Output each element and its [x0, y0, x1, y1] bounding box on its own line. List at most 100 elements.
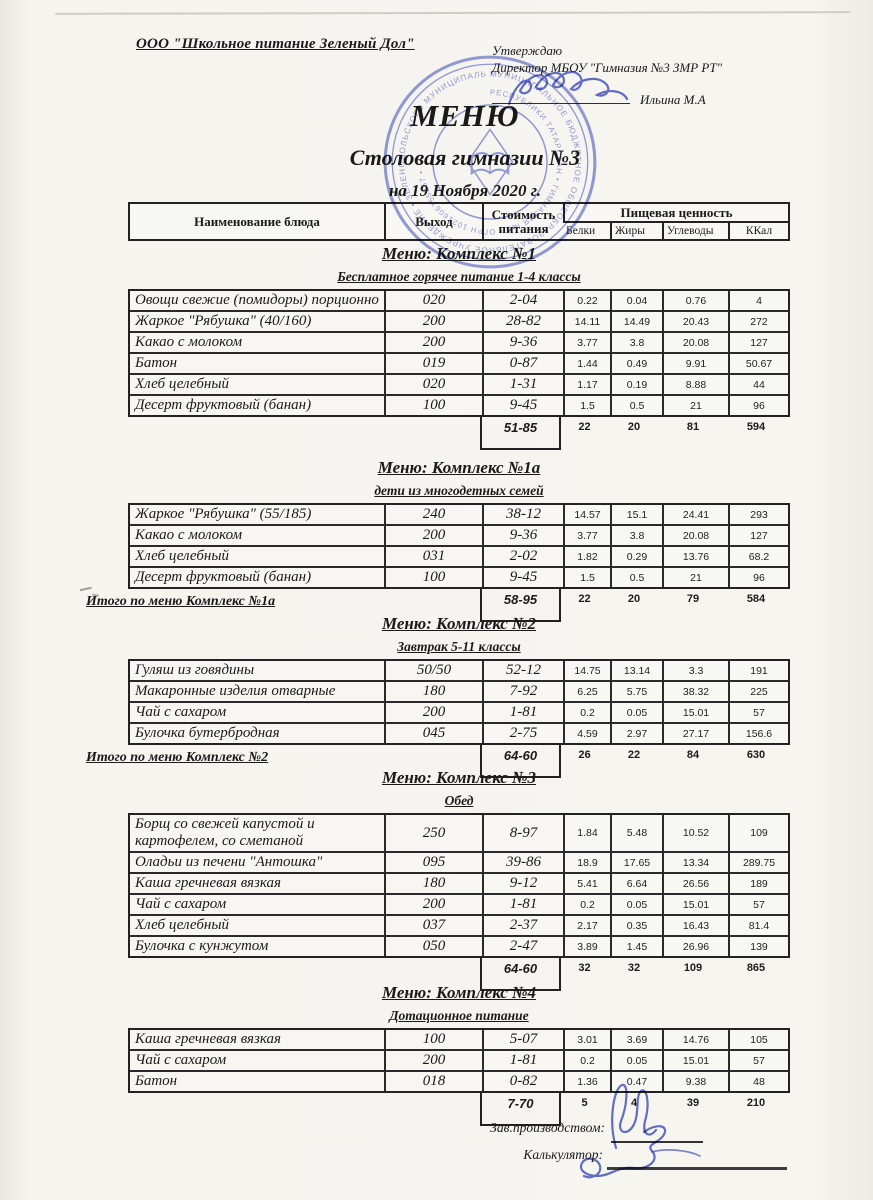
director-line: Директор МБОУ "Гимназия №3 ЗМР РТ" — [492, 60, 723, 75]
table-row: Какао с молоком 200 9-36 3.77 3.8 20.08 … — [130, 331, 788, 352]
column-header-output: Выход — [384, 204, 482, 239]
fat-cell: 15.1 — [610, 505, 662, 524]
section-title: Меню: Комплекс №2 — [381, 614, 537, 633]
portion-cell: 240 — [384, 505, 482, 524]
portion-cell: 200 — [384, 333, 482, 352]
kcal-cell: 127 — [728, 526, 788, 545]
portion-cell: 019 — [384, 354, 482, 373]
kcal-cell: 48 — [728, 1072, 788, 1091]
fat-cell: 0.04 — [610, 291, 662, 310]
protein-cell: 3.89 — [563, 937, 610, 956]
signature-line — [492, 90, 630, 104]
portion-cell: 018 — [384, 1072, 482, 1091]
fat-cell: 0.49 — [610, 354, 662, 373]
totals-spacer — [382, 417, 480, 450]
menu-table: Каша гречневая вязкая 100 5-07 3.01 3.69… — [128, 1028, 790, 1093]
fat-cell: 6.64 — [610, 874, 662, 893]
portion-cell: 100 — [384, 568, 482, 587]
cost-cell: 52-12 — [482, 661, 563, 680]
total-cost-box: 7-70 — [480, 1093, 561, 1126]
kcal-cell: 68.2 — [728, 547, 788, 566]
carbs-cell: 13.76 — [662, 547, 728, 566]
portion-cell: 50/50 — [384, 661, 482, 680]
total-fat: 32 — [627, 962, 641, 974]
production-manager-label: Зав.производством: — [490, 1120, 605, 1135]
cost-cell: 2-02 — [482, 547, 563, 566]
cost-cell: 1-81 — [482, 703, 563, 722]
totals-row: Итого по меню Комплекс №1а 58-95 22 20 7… — [86, 589, 790, 622]
dish-name-cell: Жаркое "Рябушка" (40/160) — [135, 313, 312, 329]
portion-cell: 020 — [384, 291, 482, 310]
dish-name-cell: Хлеб целебный — [135, 548, 230, 564]
table-row: Каша гречневая вязкая 180 9-12 5.41 6.64… — [130, 872, 788, 893]
table-row: Десерт фруктовый (банан) 100 9-45 1.5 0.… — [130, 394, 788, 415]
fat-cell: 0.5 — [610, 396, 662, 415]
kcal-cell: 139 — [728, 937, 788, 956]
kcal-cell: 57 — [728, 895, 788, 914]
portion-cell: 100 — [384, 1030, 482, 1049]
table-row: Булочка с кунжутом 050 2-47 3.89 1.45 26… — [130, 935, 788, 956]
table-row: Батон 018 0-82 1.36 0.47 9.38 48 — [130, 1070, 788, 1091]
total-fat: 22 — [627, 749, 641, 761]
section-subtitle: Дотационное питание — [389, 1008, 529, 1023]
kcal-cell: 289.75 — [728, 853, 788, 872]
kcal-cell: 44 — [728, 375, 788, 394]
kcal-cell: 96 — [728, 568, 788, 587]
menu-date: на 19 Ноября 2020 г. — [388, 181, 541, 200]
kcal-cell: 293 — [728, 505, 788, 524]
dish-name-cell: Какао с молоком — [135, 334, 243, 350]
dish-name-cell: Каша гречневая вязкая — [135, 875, 281, 891]
portion-cell: 200 — [384, 1051, 482, 1070]
carbs-cell: 15.01 — [662, 1051, 728, 1070]
cost-cell: 7-92 — [482, 682, 563, 701]
section-title: Меню: Комплекс №1 — [381, 244, 537, 263]
portion-cell: 180 — [384, 682, 482, 701]
table-row: Чай с сахаром 200 1-81 0.2 0.05 15.01 57 — [130, 1049, 788, 1070]
protein-cell: 14.75 — [563, 661, 610, 680]
protein-cell: 5.41 — [563, 874, 610, 893]
menu-table: Борщ со свежей капустой и картофелем, со… — [128, 813, 790, 958]
protein-cell: 0.2 — [563, 1051, 610, 1070]
table-row: Хлеб целебный 031 2-02 1.82 0.29 13.76 6… — [130, 545, 788, 566]
total-kcal: 865 — [746, 962, 766, 974]
total-label: Итого по меню Комплекс №1а — [86, 594, 276, 609]
kcal-cell: 272 — [728, 312, 788, 331]
director-signature — [507, 71, 629, 106]
carbs-cell: 38.32 — [662, 682, 728, 701]
total-label — [86, 1093, 382, 1126]
carbs-cell: 13.34 — [662, 853, 728, 872]
carbs-cell: 8.88 — [662, 375, 728, 394]
cost-cell: 5-07 — [482, 1030, 563, 1049]
stamp-book-emblem — [466, 128, 514, 196]
protein-cell: 1.82 — [563, 547, 610, 566]
carbs-cell: 24.41 — [662, 505, 728, 524]
dish-name-cell: Хлеб целебный — [135, 917, 230, 933]
dish-name-cell: Чай с сахаром — [135, 896, 227, 912]
cost-cell: 39-86 — [482, 853, 563, 872]
cost-cell: 9-45 — [482, 396, 563, 415]
cost-cell: 2-37 — [482, 916, 563, 935]
kcal-cell: 109 — [728, 815, 788, 851]
menu-section: Меню: Комплекс №1а дети из многодетных с… — [86, 458, 790, 622]
table-row: Чай с сахаром 200 1-81 0.2 0.05 15.01 57 — [130, 701, 788, 722]
carbs-cell: 27.17 — [662, 724, 728, 743]
protein-cell: 0.2 — [563, 703, 610, 722]
protein-cell: 6.25 — [563, 682, 610, 701]
carbs-cell: 0.76 — [662, 291, 728, 310]
totals-row: 51-85 22 20 81 594 — [128, 417, 790, 450]
portion-cell: 020 — [384, 375, 482, 394]
fat-cell: 3.8 — [610, 526, 662, 545]
column-header-fat: Жиры — [610, 223, 662, 239]
kcal-cell: 127 — [728, 333, 788, 352]
carbs-cell: 15.01 — [662, 895, 728, 914]
page-title: МЕНЮ — [410, 98, 520, 133]
fat-cell: 5.75 — [610, 682, 662, 701]
portion-cell: 200 — [384, 526, 482, 545]
calculator-signature — [579, 1125, 701, 1179]
menu-section: Меню: Комплекс №1 Бесплатное горячее пит… — [128, 244, 790, 450]
total-protein: 22 — [578, 593, 591, 605]
dish-name-cell: Оладьи из печени "Антошка" — [135, 854, 323, 870]
portion-cell: 250 — [384, 815, 482, 851]
total-protein: 5 — [581, 1097, 588, 1109]
